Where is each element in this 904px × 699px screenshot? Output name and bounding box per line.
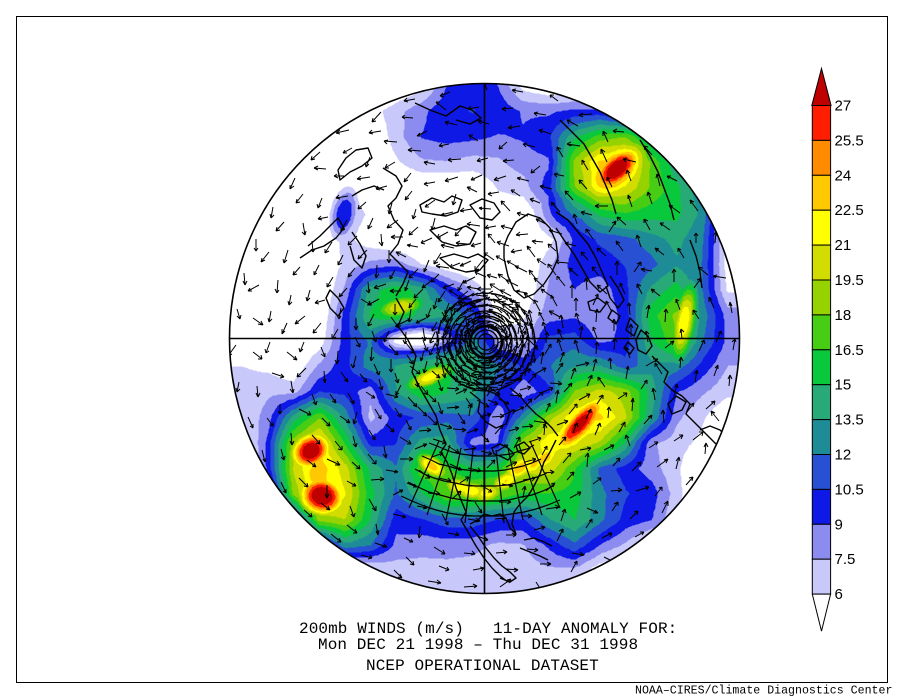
svg-text:24: 24 — [835, 167, 852, 184]
svg-text:22.5: 22.5 — [835, 202, 864, 219]
svg-text:12: 12 — [835, 447, 852, 464]
svg-text:NOAA–CIRES/Climate Diagnostics: NOAA–CIRES/Climate Diagnostics Center — [635, 685, 892, 698]
svg-text:15: 15 — [835, 377, 852, 394]
svg-text:7.5: 7.5 — [835, 551, 856, 568]
svg-text:6: 6 — [835, 586, 843, 603]
svg-text:16.5: 16.5 — [835, 342, 864, 359]
svg-text:13.5: 13.5 — [835, 412, 864, 429]
svg-text:10.5: 10.5 — [835, 481, 864, 498]
svg-text:25.5: 25.5 — [835, 132, 864, 149]
svg-text:NCEP OPERATIONAL DATASET: NCEP OPERATIONAL DATASET — [366, 657, 599, 675]
svg-text:19.5: 19.5 — [835, 272, 864, 289]
svg-text:Mon DEC 21 1998 – Thu DEC 31 1: Mon DEC 21 1998 – Thu DEC 31 1998 — [318, 636, 638, 654]
svg-text:27: 27 — [835, 98, 852, 115]
svg-text:9: 9 — [835, 516, 843, 533]
svg-text:18: 18 — [835, 307, 852, 324]
svg-text:200mb WINDS (m/s) 11-DAY ANO: 200mb WINDS (m/s) 11-DAY ANOMALY FOR: — [299, 620, 677, 638]
svg-text:21: 21 — [835, 237, 852, 254]
